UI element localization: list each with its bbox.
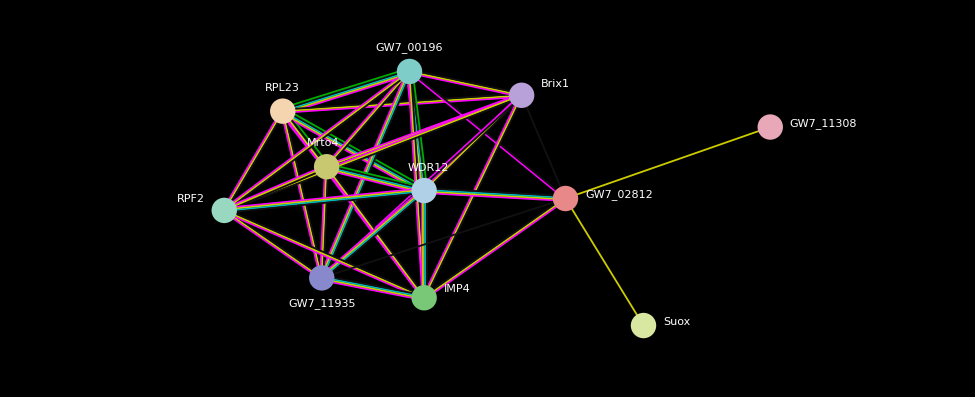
Text: Mrto4: Mrto4 xyxy=(306,138,339,148)
Text: Brix1: Brix1 xyxy=(541,79,570,89)
Circle shape xyxy=(212,198,237,223)
Text: GW7_11308: GW7_11308 xyxy=(790,118,857,129)
Circle shape xyxy=(397,59,422,84)
Text: RPF2: RPF2 xyxy=(176,195,205,204)
Circle shape xyxy=(314,154,339,179)
Circle shape xyxy=(509,83,534,108)
Text: Suox: Suox xyxy=(663,316,690,327)
Text: GW7_11935: GW7_11935 xyxy=(288,298,356,308)
Text: GW7_00196: GW7_00196 xyxy=(375,42,444,53)
Text: IMP4: IMP4 xyxy=(444,284,471,294)
Circle shape xyxy=(270,98,295,124)
Circle shape xyxy=(411,178,437,203)
Text: RPL23: RPL23 xyxy=(265,83,300,93)
Circle shape xyxy=(758,114,783,140)
Text: GW7_02812: GW7_02812 xyxy=(585,189,653,200)
Text: WDR12: WDR12 xyxy=(408,163,449,173)
Circle shape xyxy=(553,186,578,211)
Circle shape xyxy=(309,265,334,291)
Circle shape xyxy=(411,285,437,310)
Circle shape xyxy=(631,313,656,338)
